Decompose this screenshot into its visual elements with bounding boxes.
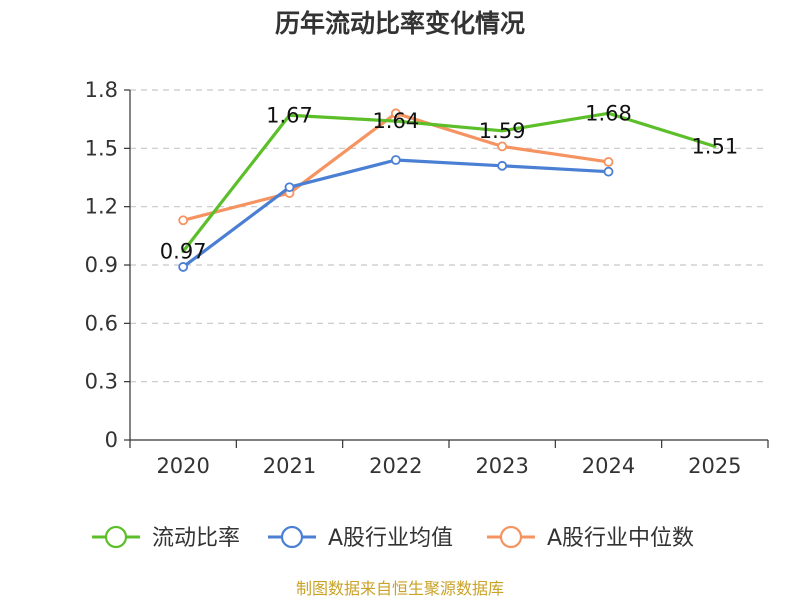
series-point-1	[497, 160, 508, 171]
x-tick-label: 2023	[475, 454, 528, 478]
legend-label: A股行业中位数	[547, 526, 694, 551]
series-point-1	[284, 182, 295, 193]
series-group	[178, 108, 717, 272]
x-tick-label: 2020	[156, 454, 209, 478]
series-line-0	[181, 111, 717, 253]
grid-lines	[130, 89, 768, 383]
series-point-1	[178, 262, 189, 272]
y-tick-label: 1.2	[85, 195, 118, 219]
series-point-2	[390, 108, 401, 119]
legend: 流动比率 A股行业均值 A股行业中位数	[92, 525, 694, 551]
y-tick-label: 0.9	[85, 253, 118, 277]
axes: 0 0.3 0.6 0.9 1.2 1.5 1.8 2020 2021 2022 2023 2024 2…	[85, 78, 769, 478]
series-point-2	[178, 215, 189, 226]
source-note: 制图数据来自恒生聚源数据库	[296, 579, 504, 598]
data-label: 1.64	[372, 109, 419, 133]
series-point-2	[497, 141, 508, 152]
series-point-1	[390, 155, 401, 165]
legend-marker	[280, 525, 304, 549]
legend-label: A股行业均值	[328, 526, 453, 551]
y-tick-label: 1.8	[85, 78, 118, 102]
series-point-1	[603, 166, 614, 177]
legend-label: 流动比率	[152, 526, 240, 551]
legend-marker	[104, 525, 128, 549]
y-tick-label: 1.5	[85, 136, 118, 160]
series-point-2	[603, 157, 614, 167]
data-label: 1.51	[691, 134, 738, 158]
y-tick-label: 0.3	[85, 370, 118, 394]
chart-title: 历年流动比率变化情况	[275, 9, 525, 38]
y-tick-label: 0.6	[85, 311, 118, 335]
y-tick-label: 0	[105, 428, 118, 452]
data-labels: 0.97 1.67 1.64 1.59 1.68 1.51	[160, 101, 738, 263]
data-label: 1.68	[585, 101, 632, 125]
series-line-1	[181, 158, 611, 269]
x-tick-label: 2022	[369, 454, 422, 478]
x-tick-label: 2021	[263, 454, 316, 478]
x-tick-label: 2024	[582, 454, 635, 478]
data-label: 1.67	[266, 103, 313, 127]
data-label: 0.97	[160, 239, 207, 263]
x-tick-label: 2025	[688, 454, 741, 478]
data-label: 1.59	[479, 119, 526, 143]
legend-marker	[499, 525, 523, 549]
